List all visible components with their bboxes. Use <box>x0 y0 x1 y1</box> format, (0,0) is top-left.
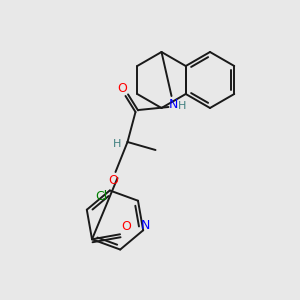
Text: Cl: Cl <box>96 190 108 203</box>
Text: O: O <box>118 82 128 94</box>
Text: H: H <box>178 101 187 111</box>
Text: N: N <box>140 219 150 232</box>
Text: O: O <box>121 220 131 233</box>
Text: O: O <box>109 173 118 187</box>
Text: H: H <box>113 139 122 149</box>
Text: N: N <box>169 98 178 110</box>
